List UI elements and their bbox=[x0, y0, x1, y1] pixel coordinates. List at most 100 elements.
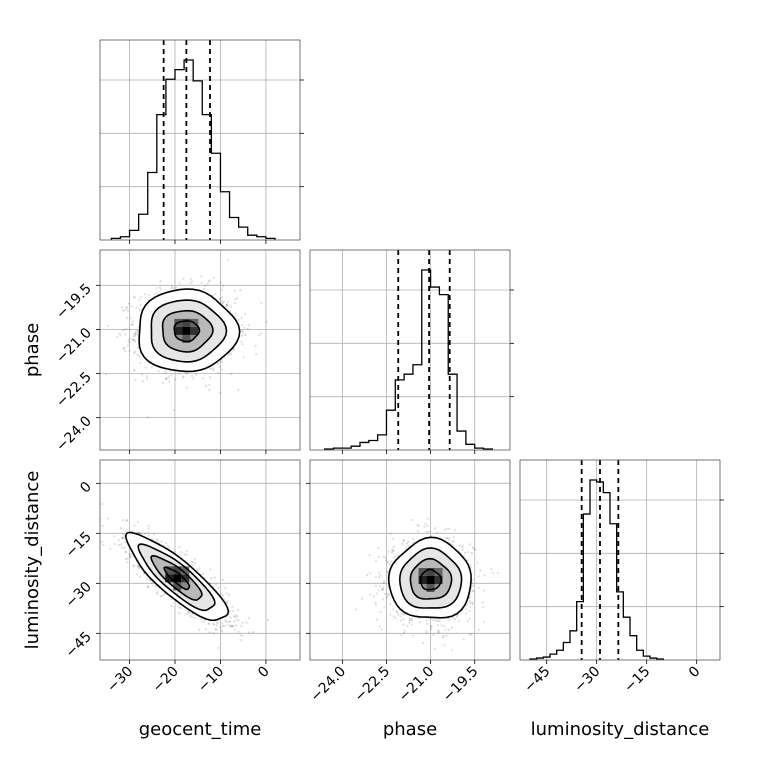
sample-point bbox=[483, 574, 486, 577]
sample-point bbox=[245, 621, 248, 624]
sample-point bbox=[150, 581, 153, 585]
sample-point bbox=[392, 615, 395, 618]
sample-point bbox=[410, 617, 413, 620]
sample-point bbox=[136, 565, 139, 568]
sample-point bbox=[465, 608, 468, 611]
y-tick-label: 0 bbox=[77, 479, 95, 497]
sample-point bbox=[121, 537, 124, 540]
sample-point bbox=[224, 619, 227, 622]
sample-point bbox=[410, 623, 413, 626]
sample-point bbox=[141, 373, 144, 376]
sample-point bbox=[396, 611, 399, 614]
sample-point bbox=[426, 517, 429, 520]
sample-point bbox=[124, 550, 127, 553]
sample-point bbox=[160, 540, 163, 543]
sample-point bbox=[172, 409, 175, 412]
sample-point bbox=[118, 332, 121, 335]
sample-point bbox=[193, 558, 196, 561]
sample-point bbox=[119, 334, 122, 337]
sample-point bbox=[397, 613, 400, 616]
sample-point bbox=[470, 633, 473, 636]
sample-point bbox=[236, 297, 239, 300]
sample-point bbox=[135, 329, 138, 332]
sample-point bbox=[401, 613, 404, 616]
sample-point bbox=[150, 365, 153, 369]
sample-point bbox=[129, 555, 132, 558]
sample-point bbox=[230, 305, 233, 308]
sample-point bbox=[128, 328, 131, 331]
sample-point bbox=[128, 302, 131, 305]
x-axis-label-geocent_time: geocent_time bbox=[139, 719, 262, 740]
sample-point bbox=[217, 371, 220, 374]
sample-point bbox=[227, 352, 231, 355]
sample-point bbox=[181, 376, 185, 379]
sample-point bbox=[138, 531, 141, 534]
sample-point bbox=[195, 373, 198, 376]
sample-point bbox=[237, 630, 240, 633]
sample-point bbox=[235, 614, 238, 617]
sample-point bbox=[245, 333, 248, 336]
sample-point bbox=[448, 537, 451, 540]
sample-point bbox=[224, 586, 227, 590]
sample-point bbox=[147, 527, 150, 530]
sample-point bbox=[440, 624, 443, 627]
sample-point bbox=[382, 586, 385, 589]
sample-point bbox=[185, 553, 188, 556]
sample-point bbox=[392, 556, 395, 560]
sample-point bbox=[132, 338, 136, 341]
density-cell bbox=[165, 574, 174, 583]
sample-point bbox=[165, 377, 168, 380]
sample-point bbox=[101, 524, 104, 528]
sample-point bbox=[137, 564, 140, 567]
contour-line bbox=[163, 566, 191, 591]
sample-point bbox=[463, 551, 467, 555]
x-tick-label: −22.5 bbox=[352, 664, 394, 706]
sample-point bbox=[385, 596, 388, 599]
sample-point bbox=[383, 606, 386, 609]
sample-point bbox=[402, 539, 406, 543]
sample-point bbox=[229, 624, 232, 627]
sample-point bbox=[215, 624, 218, 627]
sample-point bbox=[170, 373, 173, 376]
sample-point bbox=[217, 362, 220, 366]
sample-point bbox=[124, 541, 127, 544]
sample-point bbox=[448, 618, 451, 621]
sample-point bbox=[406, 542, 409, 545]
sample-point bbox=[125, 551, 128, 554]
sample-point bbox=[445, 537, 448, 540]
sample-point bbox=[170, 604, 173, 608]
sample-point bbox=[460, 551, 463, 554]
sample-point bbox=[447, 527, 450, 531]
sample-point bbox=[134, 296, 137, 299]
sample-point bbox=[422, 642, 425, 645]
contour-line bbox=[387, 536, 472, 619]
sample-point bbox=[355, 608, 358, 611]
sample-point bbox=[178, 546, 181, 549]
sample-point bbox=[441, 636, 444, 639]
sample-point bbox=[408, 619, 411, 622]
panel-background bbox=[100, 460, 300, 660]
sample-point bbox=[225, 592, 228, 595]
x-tick-label: −45 bbox=[521, 664, 553, 696]
x-tick-label: −30 bbox=[104, 664, 136, 696]
contour-line bbox=[150, 554, 203, 601]
sample-point bbox=[126, 561, 129, 564]
sample-point bbox=[436, 531, 439, 534]
sample-point bbox=[132, 339, 135, 342]
sample-point bbox=[378, 576, 381, 579]
sample-point bbox=[137, 566, 140, 569]
sample-point bbox=[192, 377, 195, 380]
sample-point bbox=[208, 631, 211, 634]
sample-point bbox=[219, 391, 222, 394]
sample-point bbox=[133, 368, 136, 371]
sample-point bbox=[125, 306, 128, 309]
sample-point bbox=[411, 518, 414, 522]
sample-point bbox=[471, 584, 474, 588]
sample-point bbox=[379, 574, 382, 577]
sample-point bbox=[477, 628, 480, 632]
sample-point bbox=[159, 595, 162, 598]
sample-point bbox=[208, 383, 211, 386]
sample-point bbox=[118, 543, 121, 547]
sample-point bbox=[425, 630, 428, 633]
x-tick-label: 0 bbox=[686, 664, 704, 682]
